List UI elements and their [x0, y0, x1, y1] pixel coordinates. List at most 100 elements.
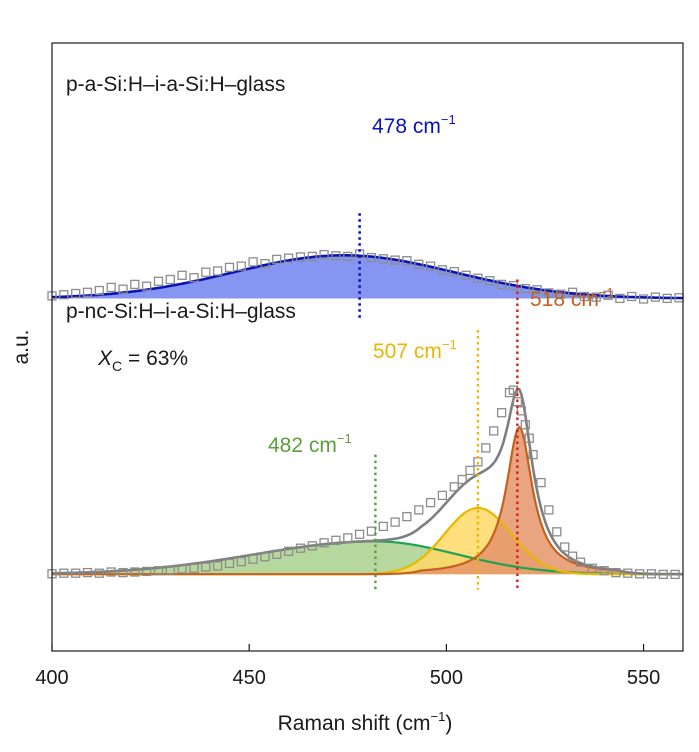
- xc-symbol: X: [97, 347, 113, 370]
- top-data-point: [212, 266, 223, 276]
- top-data-point: [390, 255, 400, 265]
- axes-frame: [51, 42, 684, 652]
- bottom-data-point: [658, 569, 668, 580]
- top-data-point: [248, 257, 258, 267]
- top-data-point: [165, 274, 175, 285]
- peak-label-482: 482 cm−1: [268, 431, 352, 457]
- top-data-point: [366, 252, 377, 263]
- top-data-point: [544, 288, 554, 298]
- bottom-fit-line: [52, 387, 683, 576]
- top-data-point: [94, 285, 104, 296]
- x-tick-label: 500: [430, 667, 463, 689]
- peak-label-482-text: 482 cm: [268, 434, 337, 457]
- x-axis-ticks: 400 450 500 550: [35, 644, 660, 689]
- bottom-data-point: [457, 474, 467, 485]
- bottom-data-point: [236, 556, 246, 567]
- bottom-data-point: [260, 552, 270, 562]
- top-data-point: [591, 292, 601, 302]
- peak-label-482-sup: −1: [337, 431, 352, 446]
- peak-label-478-sup: −1: [441, 112, 456, 127]
- peak-label-518-text: 518 cm: [530, 288, 599, 311]
- top-data-point: [650, 292, 661, 302]
- bottom-data-point: [489, 426, 499, 436]
- top-data-point: [532, 285, 542, 295]
- bottom-data-point: [201, 562, 211, 572]
- bottom-data-point: [295, 543, 306, 553]
- peak-label-518: 518 cm−1: [530, 285, 614, 311]
- bottom-data-point: [437, 490, 448, 501]
- top-data-point: [153, 276, 164, 286]
- x-axis-label: Raman shift (cm−1): [278, 709, 453, 735]
- top-data-point: [319, 249, 329, 260]
- bottom-data-point: [481, 443, 491, 453]
- xc-value: = 63%: [122, 347, 188, 370]
- bottom-data-point: [141, 566, 152, 577]
- x-tick-label: 450: [233, 667, 266, 689]
- bottom-data-point: [130, 567, 140, 577]
- top-data-point: [177, 270, 187, 280]
- bottom-data-point: [634, 569, 645, 579]
- bottom-data-point: [272, 549, 282, 559]
- bottom-data-point: [354, 529, 365, 539]
- top-data-point: [638, 294, 649, 304]
- bottom-data-point: [465, 465, 475, 476]
- top-data-point: [59, 290, 69, 300]
- bottom-data-point: [331, 535, 341, 545]
- top-data-point: [331, 251, 341, 261]
- top-data-point: [141, 281, 152, 291]
- bottom-data-point: [343, 533, 353, 543]
- bottom-data-point: [165, 565, 175, 575]
- top-data-point: [402, 256, 412, 266]
- bottom-data-point: [118, 567, 128, 578]
- xc-subscript: C: [112, 358, 122, 374]
- bottom-data-point: [378, 521, 388, 532]
- bottom-data-point: [599, 566, 609, 576]
- bottom-data-point: [611, 567, 621, 578]
- bottom-data-point: [508, 385, 519, 395]
- top-data-point: [224, 262, 235, 273]
- bottom-data-point: [189, 563, 199, 573]
- top-data-point: [425, 261, 436, 271]
- bottom-data-point: [402, 511, 412, 522]
- bottom-data-point: [528, 449, 538, 460]
- bottom-data-point: [496, 408, 507, 418]
- top-data-point: [295, 252, 306, 262]
- peak-label-507: 507 cm−1: [373, 337, 457, 363]
- bottom-data-point: [536, 477, 546, 488]
- peak-label-478: 478 cm−1: [372, 112, 456, 138]
- bottom-data-point: [212, 561, 223, 571]
- top-data-point: [615, 293, 625, 304]
- top-data-point: [189, 273, 199, 283]
- bottom-data-point: [560, 542, 570, 552]
- bottom-data-point: [587, 563, 597, 573]
- top-data-point: [437, 265, 448, 275]
- top-data-point: [556, 289, 566, 299]
- top-data-point: [283, 253, 294, 263]
- bottom-data-point: [524, 433, 534, 443]
- top-data-point: [603, 290, 613, 300]
- top-data-point: [343, 251, 353, 262]
- y-axis-label: a.u.: [10, 329, 33, 364]
- bottom-panel-title: p-nc-Si:H–i-a-Si:H–glass: [66, 300, 296, 323]
- bottom-data-point: [319, 538, 329, 548]
- bottom-data-point: [82, 567, 93, 578]
- bottom-data-point: [516, 406, 526, 416]
- top-data-point: [106, 282, 116, 293]
- bottom-data-point: [544, 505, 554, 515]
- peak-label-507-text: 507 cm: [373, 340, 442, 363]
- bottom-data-point: [153, 566, 164, 576]
- bottom-data-point: [449, 482, 459, 492]
- bottom-data-point: [59, 568, 69, 578]
- crystalline-fraction-label: XC = 63%: [97, 347, 188, 374]
- x-axis-label-text: Raman shift (cm: [278, 712, 431, 735]
- top-data-point: [579, 291, 590, 302]
- top-data-point: [449, 266, 459, 277]
- top-data-point: [260, 259, 270, 269]
- bottom-data-point: [224, 558, 235, 569]
- top-data-point: [627, 291, 637, 302]
- top-data-point: [496, 279, 507, 290]
- bottom-data-point: [390, 517, 400, 527]
- top-data-point: [307, 251, 317, 262]
- peak-label-478-text: 478 cm: [372, 115, 441, 138]
